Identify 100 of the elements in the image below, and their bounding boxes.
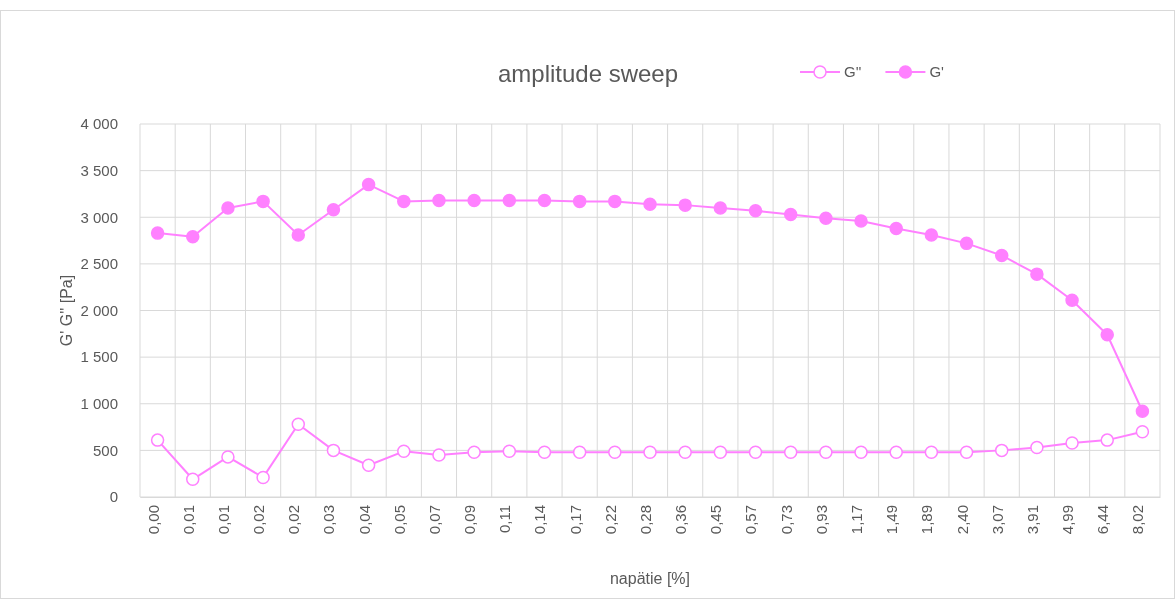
x-tick-label: 0,05 bbox=[390, 505, 408, 535]
x-tick-label: 0,36 bbox=[672, 505, 690, 535]
x-tick-label: 6,44 bbox=[1094, 505, 1112, 535]
point bbox=[678, 445, 692, 459]
x-tick-label: 0,09 bbox=[461, 505, 479, 535]
y-tick-label: 3 000 bbox=[80, 208, 118, 226]
point bbox=[748, 203, 763, 218]
x-tick-label: 0,11 bbox=[496, 505, 514, 534]
point bbox=[854, 214, 868, 228]
point bbox=[572, 445, 587, 459]
point bbox=[994, 443, 1009, 458]
point bbox=[291, 417, 306, 432]
x-tick-label: 0,01 bbox=[179, 505, 197, 535]
point bbox=[361, 177, 376, 192]
point bbox=[326, 203, 341, 217]
x-axis-title: napätie [%] bbox=[609, 570, 691, 587]
y-tick-label: 0 bbox=[109, 488, 118, 506]
x-tick-label: 0,57 bbox=[742, 505, 760, 535]
point bbox=[291, 228, 306, 242]
point bbox=[1135, 424, 1150, 439]
point bbox=[186, 472, 200, 487]
x-tick-label: 0,93 bbox=[812, 505, 830, 535]
x-tick-label: 1,49 bbox=[883, 505, 901, 535]
x-tick-label: 4,99 bbox=[1059, 505, 1077, 535]
point bbox=[221, 201, 235, 215]
point bbox=[502, 193, 517, 208]
y-axis-title: G' G'' [Pa] bbox=[58, 274, 75, 347]
x-tick-label: 3,07 bbox=[988, 505, 1006, 535]
point bbox=[467, 445, 481, 459]
point bbox=[1100, 433, 1114, 447]
x-tick-label: 2,40 bbox=[953, 505, 971, 535]
x-tick-label: 0,14 bbox=[531, 505, 549, 535]
point bbox=[1030, 440, 1044, 455]
y-tick-label: 3 500 bbox=[80, 161, 118, 179]
x-tick-label: 0,17 bbox=[566, 505, 584, 535]
point bbox=[713, 201, 728, 215]
point bbox=[748, 445, 763, 459]
point bbox=[959, 445, 974, 459]
point bbox=[256, 194, 270, 209]
point bbox=[1065, 293, 1079, 307]
point bbox=[432, 448, 446, 462]
point bbox=[643, 197, 657, 211]
point bbox=[150, 226, 165, 240]
point bbox=[608, 445, 622, 459]
point bbox=[1100, 328, 1114, 342]
point bbox=[502, 444, 517, 459]
point bbox=[256, 470, 270, 485]
x-tick-label: 0,02 bbox=[250, 505, 268, 535]
point bbox=[959, 236, 974, 251]
x-tick-label: 1,17 bbox=[848, 505, 865, 535]
x-tick-label: 0,02 bbox=[285, 505, 303, 535]
x-tick-label: 0,00 bbox=[144, 505, 162, 535]
y-tick-label: 1 500 bbox=[80, 348, 118, 366]
x-tick-label: 0,22 bbox=[601, 505, 619, 535]
point bbox=[924, 228, 939, 242]
point bbox=[537, 193, 552, 208]
point bbox=[819, 445, 833, 459]
x-tick-label: 0,07 bbox=[425, 505, 443, 535]
point bbox=[1065, 436, 1079, 450]
point bbox=[467, 193, 481, 208]
point bbox=[713, 445, 728, 459]
point bbox=[397, 444, 411, 459]
y-tick-label: 1 000 bbox=[80, 395, 118, 413]
x-tick-label: 0,45 bbox=[707, 505, 725, 535]
x-tick-label: 1,89 bbox=[918, 505, 936, 535]
point bbox=[783, 207, 798, 222]
point bbox=[678, 198, 692, 212]
x-tick-label: 3,91 bbox=[1023, 505, 1041, 535]
legend-label: G' bbox=[929, 63, 945, 80]
point bbox=[150, 433, 165, 447]
x-tick-label: 0,73 bbox=[777, 505, 795, 535]
point bbox=[432, 193, 446, 208]
point bbox=[854, 445, 868, 459]
point bbox=[537, 445, 552, 459]
point bbox=[361, 458, 376, 473]
point bbox=[326, 443, 341, 458]
point bbox=[889, 221, 903, 236]
y-tick-label: 500 bbox=[92, 441, 118, 459]
y-tick-label: 2 500 bbox=[80, 255, 118, 273]
y-tick-label: 4 000 bbox=[80, 115, 118, 133]
point bbox=[572, 194, 587, 209]
x-tick-label: 0,01 bbox=[214, 505, 232, 535]
point bbox=[819, 211, 833, 225]
point bbox=[783, 445, 798, 459]
x-tick-label: 0,28 bbox=[636, 505, 654, 535]
x-tick-label: 8,02 bbox=[1129, 505, 1147, 535]
point bbox=[186, 230, 200, 244]
point bbox=[924, 445, 939, 459]
point bbox=[397, 194, 411, 209]
point bbox=[1135, 404, 1150, 418]
point bbox=[994, 248, 1009, 263]
point bbox=[608, 194, 622, 209]
legend-label: G'' bbox=[844, 63, 862, 80]
y-tick-label: 2 000 bbox=[80, 301, 118, 319]
chart-title: amplitude sweep bbox=[497, 60, 679, 87]
point bbox=[643, 445, 657, 459]
x-tick-label: 0,03 bbox=[320, 505, 338, 535]
x-tick-label: 0,04 bbox=[355, 505, 373, 535]
point bbox=[221, 450, 235, 464]
point bbox=[889, 445, 903, 459]
